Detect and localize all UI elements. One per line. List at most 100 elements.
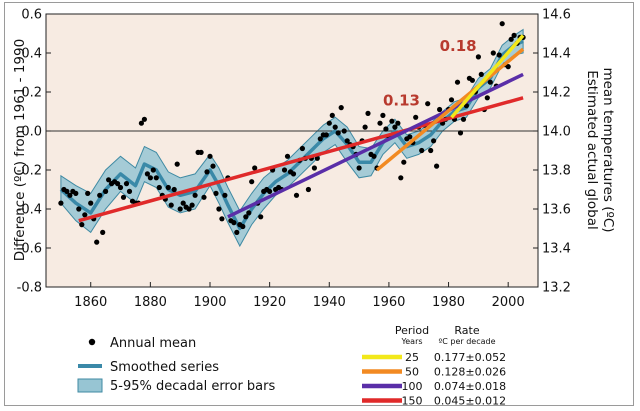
- annual-mean-point: [82, 212, 88, 218]
- annual-mean-point: [395, 120, 401, 126]
- y-tick-label: -0.4: [17, 203, 42, 218]
- y2-tick-label: 13.8: [542, 164, 571, 179]
- table-header-period: Period: [395, 324, 429, 337]
- y2-tick-label: 14.2: [542, 86, 571, 101]
- chart-labels: Difference (ºC) from 1961 - 1990 Estimat…: [12, 39, 616, 261]
- annual-mean-point: [201, 194, 207, 200]
- annual-mean-point: [398, 175, 404, 181]
- y-tick-label: 0.6: [21, 8, 42, 23]
- table-header-years: Years: [400, 337, 422, 346]
- annual-mean-point: [153, 175, 159, 181]
- annual-mean-point: [457, 130, 464, 136]
- annual-mean-point: [460, 116, 467, 122]
- y2-axis-label-line2: mean temperatures (ºC): [600, 67, 616, 232]
- annual-mean-point: [499, 21, 505, 27]
- x-tick-label: 1980: [432, 295, 465, 310]
- x-tick-label: 1940: [313, 295, 346, 310]
- annual-mean-point: [508, 36, 514, 42]
- annual-mean-point: [281, 167, 288, 173]
- annual-mean-point: [380, 112, 386, 118]
- table-rate-150: 0.045±0.012: [434, 395, 506, 408]
- annual-mean-point: [407, 134, 413, 140]
- annual-mean-point: [115, 181, 121, 187]
- annual-mean-point: [338, 105, 344, 111]
- trend-line-100: [227, 72, 524, 219]
- annual-mean-point: [469, 77, 475, 83]
- annual-mean-point: [401, 159, 407, 165]
- annual-mean-point: [267, 188, 273, 194]
- y2-tick-label: 13.2: [542, 281, 571, 296]
- annual-mean-point: [100, 229, 106, 235]
- annual-mean-point: [332, 124, 338, 130]
- annual-mean-point: [389, 118, 395, 124]
- annual-mean-point: [258, 214, 264, 220]
- annual-mean-point: [314, 155, 320, 161]
- annual-mean-point: [356, 165, 362, 171]
- annual-mean-point: [454, 79, 461, 85]
- annual-mean-point: [168, 202, 174, 208]
- plot-border: [45, 13, 539, 288]
- x-tick-label: 2000: [492, 295, 525, 310]
- annual-mean-point: [76, 206, 82, 212]
- y2-tick-label: 14.4: [542, 47, 571, 62]
- y2-axis-label-line1: Estimated actual global: [584, 70, 600, 230]
- annual-mean-point: [341, 128, 347, 134]
- annual-mean-point: [156, 184, 162, 191]
- annual-mean-point: [505, 64, 511, 70]
- annual-mean-point: [484, 95, 490, 101]
- y2-tick-label: 14.0: [542, 125, 571, 140]
- annual-mean-point: [326, 120, 332, 126]
- annual-mean-point: [475, 54, 481, 60]
- axes: 0.6 0.4 0.2 0.0 -0.2 -0.4 -0.6 -0.8 14.6 14.4 14.2…: [17, 8, 571, 311]
- annual-mean-point: [305, 186, 311, 193]
- legend: Annual mean Smoothed series 5-95% decadal …: [77, 324, 506, 408]
- annual-mean-point: [126, 188, 133, 194]
- annual-mean-point: [478, 71, 484, 77]
- annual-mean-point: [252, 165, 258, 171]
- annual-mean-point: [141, 116, 147, 122]
- legend-band-icon: [77, 378, 103, 393]
- annual-mean-point: [144, 171, 150, 177]
- annual-mean-point: [58, 200, 64, 206]
- y-tick-label: 0.0: [21, 125, 42, 140]
- annual-mean-point: [437, 106, 443, 113]
- annual-mean-point: [219, 216, 225, 222]
- annual-mean-point: [210, 163, 216, 169]
- annual-mean-point: [64, 188, 70, 194]
- annual-mean-point: [192, 192, 198, 198]
- annual-mean-point: [171, 186, 177, 193]
- y-tick-label: -0.2: [17, 164, 42, 179]
- annual-mean-point: [180, 200, 186, 206]
- annual-mean-point: [198, 149, 204, 155]
- annual-mean-point: [428, 147, 434, 154]
- plot-background: [46, 14, 538, 287]
- annual-mean-point: [189, 202, 195, 208]
- annual-mean-point: [177, 206, 183, 212]
- annual-mean-point: [147, 175, 153, 181]
- table-header-rate: Rate: [454, 324, 479, 337]
- y-tick-label: 0.4: [21, 47, 42, 62]
- annual-mean-point: [317, 136, 323, 142]
- annual-mean-point: [88, 200, 94, 206]
- annual-mean-point: [431, 138, 437, 144]
- annual-mean-point: [365, 110, 371, 116]
- annual-mean-point: [231, 220, 237, 226]
- annual-mean-point: [311, 165, 317, 171]
- annual-mean-point: [222, 192, 228, 198]
- y-tick-label: -0.8: [17, 281, 42, 296]
- y-tick-label: -0.6: [17, 242, 42, 257]
- annual-mean-point: [284, 153, 291, 159]
- annual-mean-point: [511, 32, 517, 39]
- table-rate-50: 0.128±0.026: [434, 366, 506, 379]
- annual-mean-point: [448, 97, 455, 103]
- annual-mean-point: [496, 52, 502, 58]
- annual-mean-point: [383, 126, 389, 132]
- table-rate-25: 0.177±0.052: [434, 351, 506, 364]
- annual-mean-point: [97, 192, 103, 198]
- annual-mean-point: [165, 184, 171, 191]
- annual-mean-point: [392, 124, 398, 130]
- table-period-25: 25: [405, 351, 419, 364]
- annual-mean-point: [117, 184, 124, 191]
- annual-mean-point: [413, 114, 419, 120]
- x-tick-label: 1920: [253, 295, 286, 310]
